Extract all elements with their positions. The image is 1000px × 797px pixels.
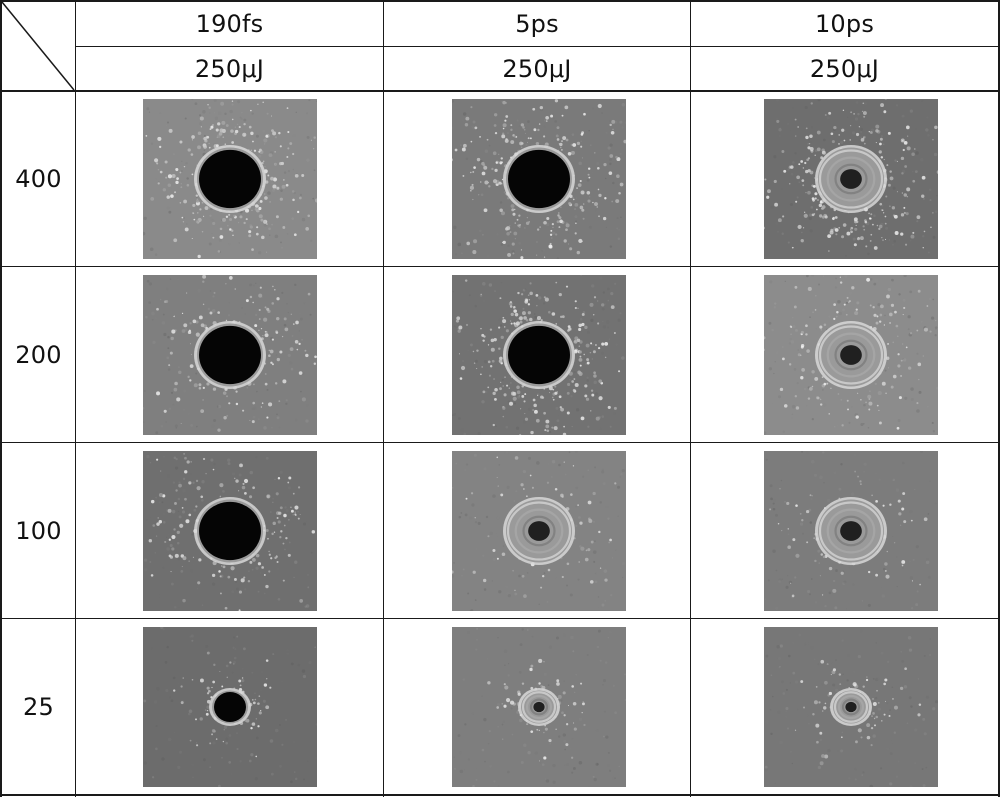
column-divider — [383, 0, 384, 797]
sem-image — [452, 451, 626, 611]
sem-image — [452, 275, 626, 435]
row-divider — [0, 618, 1000, 619]
sem-image — [143, 99, 317, 259]
sem-image — [143, 627, 317, 787]
header-pulse-energy: 250μJ — [809, 54, 880, 83]
header-pulse-energy: 250μJ — [194, 54, 265, 83]
corner-diagonal — [1, 1, 75, 91]
row-label: 25 — [23, 692, 54, 721]
row-label: 100 — [15, 516, 62, 545]
header-pulse-energy: 250μJ — [502, 54, 572, 83]
column-divider — [75, 0, 76, 797]
sem-image — [452, 99, 626, 259]
table-border-bottom — [0, 794, 1000, 796]
header-pulse-duration: 190fs — [195, 10, 264, 38]
row-label: 200 — [15, 340, 62, 369]
header-pulse-duration: 5ps — [515, 10, 559, 38]
table-border-left — [0, 0, 2, 797]
sem-image — [143, 451, 317, 611]
sem-image — [764, 99, 938, 259]
row-label: 400 — [15, 165, 62, 193]
header-pulse-duration: 10ps — [814, 10, 875, 38]
table-border-right — [998, 0, 1000, 797]
sem-image — [764, 275, 938, 435]
row-divider — [0, 442, 1000, 443]
sem-image — [452, 627, 626, 787]
sem-image — [143, 275, 317, 435]
sem-image — [764, 627, 938, 787]
column-divider — [690, 0, 691, 797]
row-divider — [0, 266, 1000, 267]
header-bottom-border — [0, 90, 1000, 92]
table-border-top — [0, 0, 1000, 2]
header-divider — [75, 46, 1000, 47]
sem-image — [764, 451, 938, 611]
